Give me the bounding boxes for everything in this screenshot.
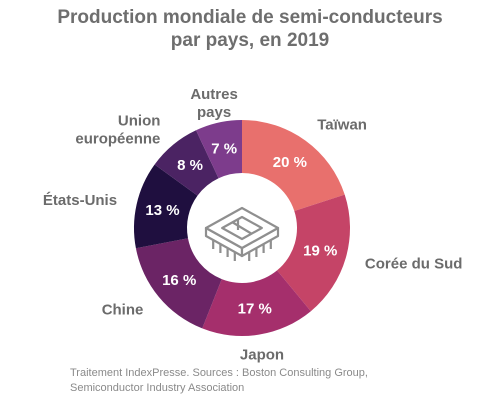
category-label-etats-unis: États-Unis bbox=[43, 192, 117, 209]
value-label-taiwan: 20 % bbox=[273, 154, 307, 171]
microchip-icon bbox=[204, 206, 280, 261]
slice-autres-pays bbox=[196, 120, 242, 179]
category-label-japon: Japon bbox=[240, 346, 284, 363]
value-label-etats-unis: 13 % bbox=[145, 202, 179, 219]
value-label-union-europeenne: 8 % bbox=[177, 157, 203, 174]
source-note: Traitement IndexPresse. Sources : Boston… bbox=[70, 366, 490, 396]
value-label-autres-pays: 7 % bbox=[211, 140, 237, 157]
category-label-coree-du-sud: Corée du Sud bbox=[365, 256, 463, 273]
source-line1: Traitement IndexPresse. Sources : Boston… bbox=[70, 367, 368, 379]
chart-title-line2: par pays, en 2019 bbox=[170, 30, 330, 51]
category-label-taiwan: Taïwan bbox=[317, 116, 367, 133]
chart-title: Production mondiale de semi-conducteurs … bbox=[0, 6, 500, 52]
value-label-chine: 16 % bbox=[162, 272, 196, 289]
category-label-union-europeenne: Union européenne bbox=[75, 112, 160, 147]
category-label-chine: Chine bbox=[102, 302, 144, 319]
source-line2: Semiconductor Industry Association bbox=[70, 382, 245, 394]
slice-coree-du-sud bbox=[277, 194, 350, 312]
slice-union-europeenne bbox=[154, 130, 219, 196]
slice-chine bbox=[135, 238, 222, 329]
slice-japon bbox=[202, 270, 311, 336]
value-label-japon: 17 % bbox=[238, 300, 272, 317]
value-label-coree-du-sud: 19 % bbox=[303, 243, 337, 260]
category-label-autres-pays: Autres pays bbox=[190, 86, 238, 121]
slice-taiwan bbox=[242, 120, 345, 212]
slice-etats-unis bbox=[134, 164, 198, 249]
chart-title-line1: Production mondiale de semi-conducteurs bbox=[57, 7, 443, 28]
